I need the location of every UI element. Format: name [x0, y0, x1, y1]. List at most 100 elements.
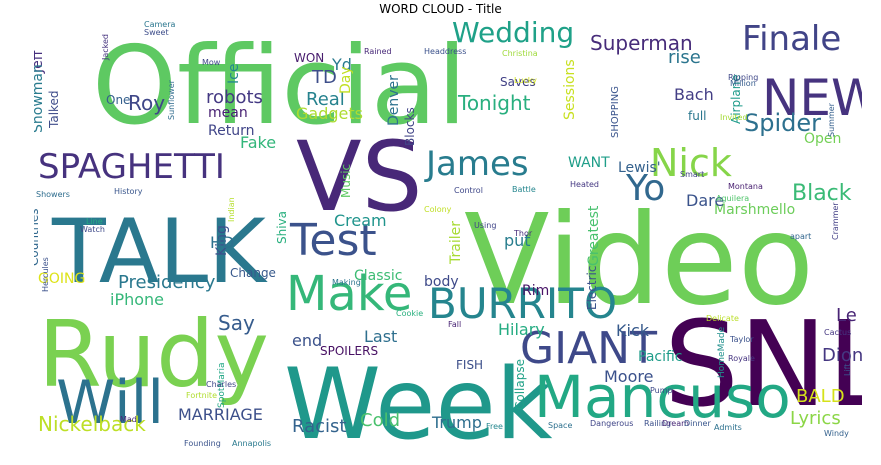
word-robots: robots	[206, 87, 263, 108]
word-bald: BALD	[796, 386, 845, 407]
word-thor: Thor	[513, 229, 533, 238]
word-million: Million	[730, 79, 756, 88]
word-showman: Showman	[34, 64, 46, 133]
word-taylor: Taylor	[729, 335, 754, 344]
word-burrito: BURRITO	[428, 279, 617, 328]
word-blocks: Blocks	[403, 107, 417, 146]
word-hd: HD	[210, 233, 234, 252]
word-classic: Classic	[354, 268, 402, 284]
word-royale: Royale	[728, 354, 755, 363]
word-railing: Railing	[644, 419, 671, 428]
word-denver: Denver	[386, 75, 402, 126]
word-pacific: Pacific	[638, 349, 683, 365]
word-founding: Founding	[184, 439, 221, 448]
word-giant: GIANT	[520, 323, 657, 374]
word-cold: Cold	[360, 410, 400, 431]
word-ice: Ice	[226, 64, 242, 84]
word-finale: Finale	[742, 20, 841, 59]
word-put: put	[504, 231, 531, 250]
word-fortnite: Fortnite	[186, 391, 217, 400]
word-spoilers: SPOILERS	[320, 344, 378, 358]
word-shopping: SHOPPING	[610, 86, 621, 138]
word-fake: Fake	[240, 133, 276, 152]
word-mow: Mow	[202, 58, 221, 67]
word-saves: Saves	[500, 75, 536, 89]
word-bach: Bach	[674, 85, 714, 104]
word-roy: Roy	[128, 91, 165, 115]
word-wedding: Wedding	[452, 20, 574, 49]
word-control: Control	[454, 186, 483, 195]
word-collapse: Collapse	[513, 359, 527, 410]
word-real: Real	[306, 89, 345, 110]
word-racist: Racist	[292, 416, 346, 437]
word-shiva: Shiva	[275, 211, 289, 244]
word-rudy: Rudy	[38, 301, 269, 408]
word-mancuso: Mancuso	[534, 363, 791, 431]
word-annapolis: Annapolis	[232, 439, 271, 448]
word-make: Make	[286, 266, 412, 322]
word-sunflower: Sunflower	[167, 79, 176, 120]
word-moore: Moore	[604, 367, 653, 386]
word-gadgets: Gadgets	[296, 104, 363, 123]
word-dangerous: Dangerous	[590, 419, 633, 428]
word-new: NEW	[762, 69, 862, 127]
word-nickelback: Nickelback	[38, 412, 146, 436]
word-td: TD	[311, 67, 337, 88]
word-ripping: Ripping	[728, 73, 758, 82]
word-nick: Nick	[650, 141, 732, 185]
word-last: Last	[364, 327, 397, 346]
word-hilary: Hilary	[498, 320, 545, 339]
word-charles: Charles	[206, 380, 236, 389]
word-history: History	[114, 187, 143, 196]
word-music: Music	[339, 164, 353, 198]
word-apart: apart	[790, 232, 811, 241]
word-cloud-background	[34, 20, 862, 452]
word-iphone: iPhone	[110, 290, 164, 309]
word-fish: FISH	[456, 358, 483, 372]
word-full: full	[688, 109, 707, 123]
word-test: Test	[289, 215, 377, 266]
word-end: end	[292, 331, 322, 350]
word-body: body	[424, 274, 459, 290]
word-airplane: Airplane	[729, 74, 743, 124]
word-one: One	[106, 93, 130, 107]
word-montana: Montana	[728, 182, 763, 191]
word-lewis: Lewis'	[618, 160, 661, 176]
word-rained: Rained	[364, 47, 392, 56]
word-greatest: Greatest	[586, 205, 602, 266]
word-day: Day	[338, 66, 354, 94]
word-cookie: Cookie	[396, 309, 423, 318]
word-kick: Kick	[616, 321, 650, 340]
word-le: Le	[836, 305, 857, 326]
word-tonight: Tonight	[457, 91, 531, 115]
word-spaghetti: SPAGHETTI	[38, 147, 225, 187]
word-line: Line	[86, 217, 103, 226]
word-week: Week	[284, 348, 553, 452]
word-going: GOING	[38, 271, 85, 287]
word-smart: Smart	[680, 170, 704, 179]
word-dream: Dream	[662, 419, 689, 428]
word-lift: Lift	[843, 364, 852, 377]
word-official: Official	[92, 24, 467, 149]
word-black: Black	[792, 181, 852, 206]
word-superman: Superman	[590, 31, 693, 55]
word-rise: rise	[668, 47, 701, 68]
word-cactus: Cactus	[824, 328, 851, 337]
word-presidency: Presidency	[118, 272, 216, 293]
word-heated: Heated	[570, 180, 599, 189]
word-james: James	[424, 144, 529, 184]
word-marshmello: Marshmello	[714, 202, 795, 218]
word-watch: Watch	[80, 225, 105, 234]
word-fall: Fall	[448, 320, 461, 329]
word-won: WON	[294, 51, 324, 65]
word-electric: Electric	[585, 266, 599, 310]
chart-title: WORD CLOUD - Title	[379, 2, 502, 16]
word-king: King	[214, 225, 230, 256]
word-will: Will	[56, 368, 164, 438]
word-aguilera: Aguilera	[716, 194, 749, 203]
word-mean: mean	[208, 105, 248, 121]
word-cream: Cream	[334, 211, 387, 230]
word-video: Video	[464, 188, 814, 333]
